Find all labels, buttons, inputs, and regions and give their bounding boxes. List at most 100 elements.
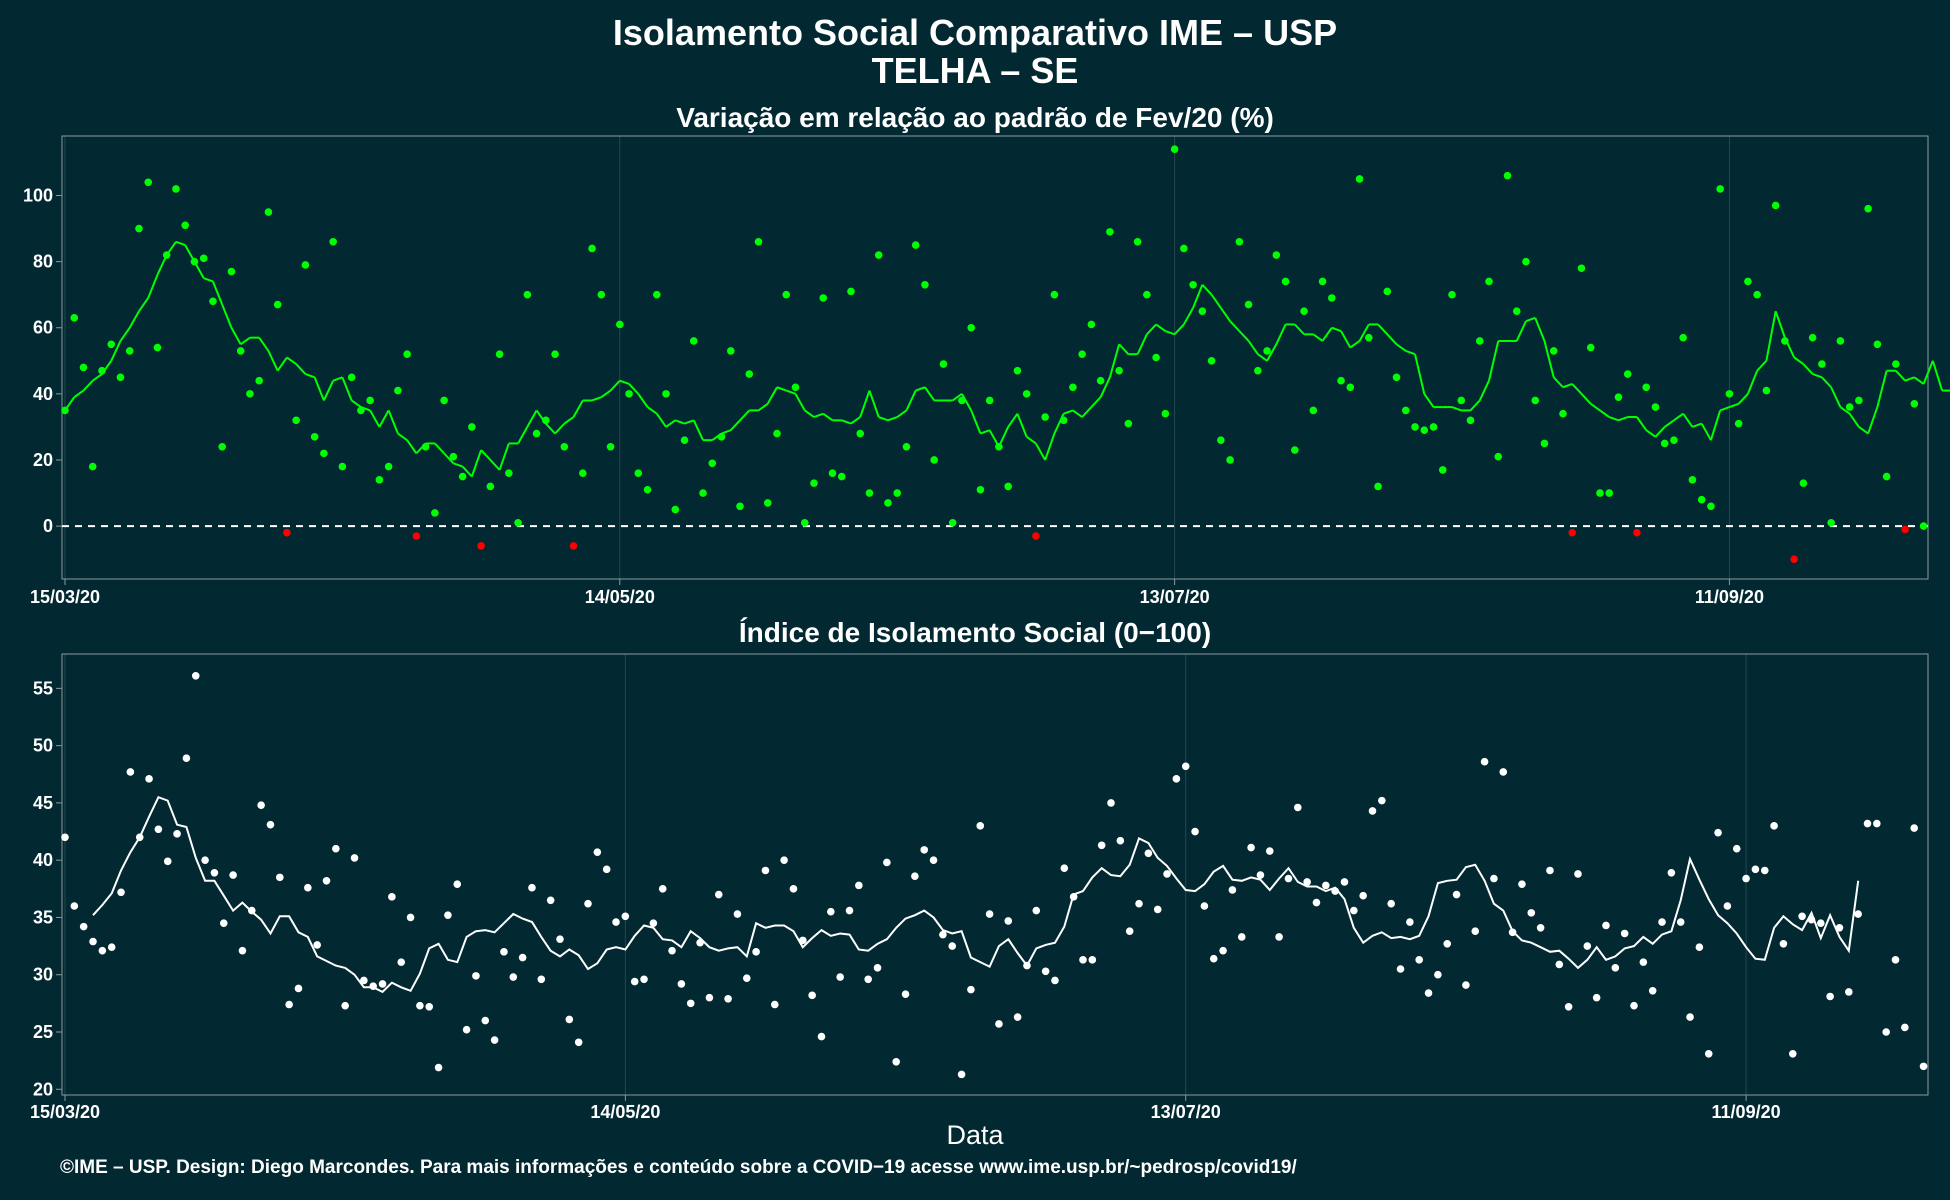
daily-index-point <box>1107 799 1115 807</box>
daily-index-point <box>98 946 107 955</box>
moving-average-segment <box>212 281 224 305</box>
daily-index-point <box>714 890 723 899</box>
moving-average-segment <box>351 399 362 408</box>
daily-index-point <box>304 883 312 892</box>
moving-average-segment <box>822 412 834 422</box>
moving-average-segment <box>850 416 861 425</box>
daily-variation-point <box>1845 403 1854 411</box>
moving-average-segment <box>1709 410 1722 441</box>
daily-index-point <box>1620 929 1629 938</box>
moving-average-segment <box>1386 333 1398 345</box>
daily-index-point <box>444 911 452 919</box>
moving-average-segment <box>128 310 140 329</box>
moving-average-segment <box>674 419 685 425</box>
moving-average-segment <box>1478 380 1490 401</box>
daily-index-point <box>1704 1049 1713 1058</box>
moving-average-segment <box>1090 396 1102 408</box>
daily-variation-point <box>1707 502 1715 511</box>
moving-average-segment <box>887 416 898 422</box>
panel1-ytick-label: 40 <box>33 384 53 404</box>
daily-index-point <box>1368 807 1377 815</box>
daily-index-point <box>1041 967 1050 976</box>
daily-index-point <box>191 671 200 680</box>
daily-index-point <box>1051 976 1059 985</box>
moving-average-segment <box>1210 294 1222 309</box>
moving-average-segment <box>406 439 418 454</box>
panel1-ytick-label: 0 <box>43 516 53 536</box>
daily-index-point <box>182 754 191 763</box>
daily-index-point <box>1667 868 1676 877</box>
moving-average-segment <box>1858 426 1869 435</box>
daily-variation-point <box>874 251 883 259</box>
daily-variation-point <box>1207 357 1216 365</box>
daily-variation-point <box>1882 472 1891 481</box>
moving-average-segment <box>1118 343 1130 355</box>
moving-average-segment <box>498 443 510 471</box>
daily-variation-point <box>1873 340 1882 349</box>
moving-average-segment <box>952 393 963 402</box>
daily-index-point <box>1293 803 1302 812</box>
daily-variation-point <box>1013 366 1022 375</box>
daily-variation-point <box>1004 482 1012 491</box>
daily-variation-point <box>1549 347 1558 355</box>
moving-average-segment <box>82 379 94 392</box>
daily-variation-point <box>1771 201 1780 210</box>
daily-index-point <box>742 974 751 982</box>
daily-variation-point <box>1309 406 1318 415</box>
daily-variation-point <box>967 323 975 332</box>
daily-index-point <box>1452 890 1461 899</box>
daily-variation-point <box>477 542 485 550</box>
daily-index-point <box>1901 1023 1909 1032</box>
moving-average-segment <box>230 327 242 345</box>
daily-index-point <box>219 919 228 927</box>
moving-average-segment <box>628 383 640 395</box>
moving-average-segment <box>276 356 288 372</box>
daily-variation-point <box>88 462 97 471</box>
daily-variation-point <box>98 366 106 375</box>
daily-variation-point <box>1531 396 1540 405</box>
daily-index-point <box>658 885 667 893</box>
daily-variation-point <box>1346 383 1355 392</box>
daily-variation-point <box>1494 452 1503 461</box>
index-moving-average-line <box>92 795 1860 994</box>
daily-index-point <box>920 846 929 854</box>
daily-variation-point <box>366 396 374 405</box>
daily-index-point <box>1891 956 1900 964</box>
daily-variation-point <box>1799 479 1808 487</box>
daily-index-point <box>668 946 676 955</box>
daily-variation-point <box>1124 419 1133 428</box>
daily-index-point <box>509 973 518 981</box>
moving-average-segment <box>1525 316 1536 323</box>
moving-average-segment <box>813 412 824 418</box>
daily-variation-point <box>144 178 153 187</box>
panel1-ytick-label: 20 <box>33 450 53 470</box>
daily-index-point <box>640 975 648 984</box>
daily-variation-point <box>1328 294 1336 302</box>
daily-variation-point <box>1744 277 1752 286</box>
daily-variation-point <box>708 459 717 468</box>
daily-variation-point <box>1198 307 1207 316</box>
daily-index-point <box>1228 886 1237 894</box>
daily-variation-point <box>514 518 522 527</box>
daily-index-point <box>126 768 135 776</box>
daily-index-point <box>117 888 125 897</box>
daily-index-point <box>1592 993 1601 1002</box>
moving-average-segment <box>591 396 602 402</box>
daily-index-point <box>1845 988 1853 996</box>
moving-average-segment <box>1072 409 1083 418</box>
daily-index-point <box>1265 847 1274 855</box>
moving-average-segment <box>1165 330 1175 336</box>
daily-index-point <box>490 1036 499 1044</box>
daily-variation-point <box>884 499 892 507</box>
daily-variation-point <box>1614 393 1623 401</box>
daily-variation-point <box>523 290 532 299</box>
daily-variation-point <box>1596 489 1604 497</box>
daily-variation-point <box>763 499 772 507</box>
daily-variation-point <box>911 241 920 249</box>
daily-variation-point <box>856 429 865 438</box>
daily-index-point <box>733 910 742 918</box>
moving-average-segment <box>878 416 889 422</box>
daily-index-point <box>1760 866 1769 875</box>
moving-average-segment <box>1839 406 1851 415</box>
